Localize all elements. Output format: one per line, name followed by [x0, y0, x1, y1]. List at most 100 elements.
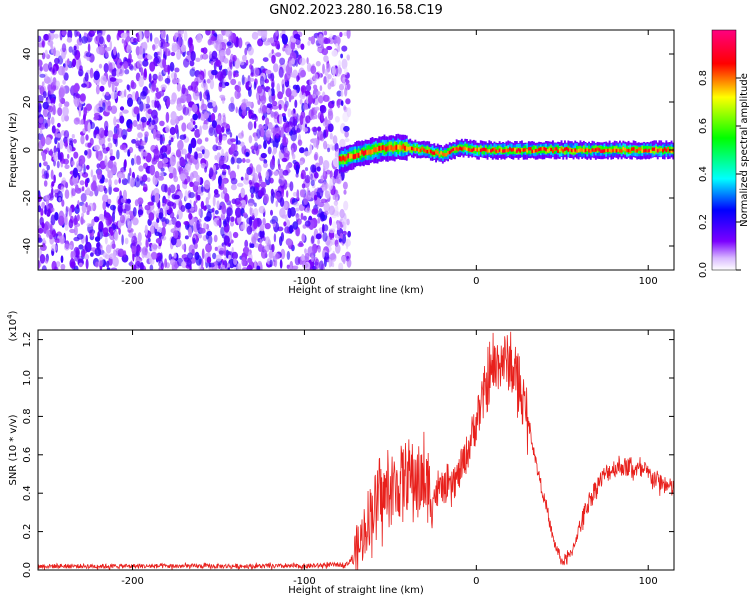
heatmap-speckle [254, 243, 260, 248]
heatmap-speckle [197, 152, 203, 159]
heatmap-speckle [206, 211, 212, 222]
x-tick-label: 100 [639, 276, 658, 287]
heatmap-ridge-cell [402, 143, 405, 149]
heatmap-speckle [259, 76, 265, 87]
heatmap-speckle [213, 234, 218, 243]
heatmap-speckle [222, 244, 227, 251]
heatmap-ridge-cell [576, 149, 578, 153]
heatmap-speckle [346, 107, 352, 118]
heatmap-speckle [142, 59, 149, 67]
heatmap-speckle [98, 63, 103, 69]
heatmap-speckle [142, 174, 148, 183]
heatmap-speckle [322, 160, 330, 170]
heatmap-speckle [134, 199, 139, 207]
heatmap-speckle [177, 140, 184, 151]
heatmap-speckle [196, 219, 200, 231]
heatmap-speckle [253, 208, 259, 217]
heatmap-speckle [332, 135, 338, 145]
heatmap-speckle [249, 64, 253, 70]
heatmap-speckle [182, 106, 190, 116]
heatmap-speckle [285, 238, 293, 246]
heatmap-speckle [56, 190, 63, 202]
heatmap-speckle [259, 224, 265, 232]
heatmap-speckle [252, 172, 259, 183]
heatmap-speckle [194, 124, 198, 129]
heatmap-speckle [344, 238, 351, 247]
heatmap-speckle [107, 170, 114, 179]
heatmap-speckle [334, 36, 341, 47]
heatmap-speckle [299, 91, 306, 100]
heatmap-speckle [188, 244, 195, 254]
heatmap-speckle [273, 63, 279, 73]
heatmap-speckle [81, 36, 88, 44]
heatmap-ridge-cell [589, 149, 592, 153]
heatmap-speckle [249, 163, 254, 174]
heatmap-ridge-cell [400, 145, 403, 151]
heatmap-speckle [130, 80, 135, 88]
heatmap-speckle [127, 97, 133, 107]
heatmap-speckle [170, 111, 177, 121]
heatmap-speckle [64, 243, 70, 251]
heatmap-speckle [319, 85, 323, 92]
heatmap-speckle [258, 205, 266, 214]
heatmap-speckle [47, 111, 51, 120]
heatmap-ridge-cell [386, 145, 389, 151]
heatmap-speckle [151, 119, 156, 126]
heatmap-ridge-cell [552, 149, 554, 154]
heatmap-ridge-cell [553, 147, 556, 151]
heatmap-ridge-cell [662, 149, 664, 153]
heatmap-speckle [203, 111, 210, 120]
heatmap-speckle [176, 78, 181, 84]
heatmap-speckle [79, 93, 86, 102]
heatmap-ridge-cell [380, 146, 382, 151]
heatmap-ridge-cell [361, 149, 364, 155]
heatmap-speckle [299, 99, 303, 105]
heatmap-ridge-cell [345, 155, 348, 161]
heatmap-speckle [248, 135, 253, 144]
heatmap-speckle [174, 124, 179, 135]
heatmap-ridge-cell [538, 147, 541, 152]
heatmap-ridge-cell [505, 148, 508, 153]
heatmap-speckle [322, 223, 325, 234]
heatmap-speckle [164, 218, 170, 225]
heatmap-speckle [45, 194, 50, 200]
heatmap-ridge-cell [577, 148, 580, 153]
heatmap-speckle [331, 65, 336, 76]
heatmap-speckle [54, 189, 57, 194]
heatmap-speckle [96, 184, 101, 192]
heatmap-speckle [246, 225, 253, 235]
x-tick-label: 100 [639, 576, 658, 587]
heatmap-speckle [139, 91, 147, 100]
heatmap-speckle [50, 76, 53, 85]
heatmap-speckle [141, 45, 146, 54]
heatmap-speckle [254, 260, 257, 270]
heatmap-speckle [338, 238, 342, 243]
heatmap-speckle [96, 242, 100, 249]
heatmap-speckle [147, 201, 154, 206]
heatmap-speckle [314, 114, 318, 120]
heatmap-speckle [183, 221, 190, 226]
heatmap-ridge-cell [605, 148, 608, 153]
heatmap-speckle [102, 147, 109, 154]
heatmap-speckle [48, 61, 53, 71]
heatmap-speckle [292, 221, 299, 230]
heatmap-ridge-cell [369, 149, 372, 155]
heatmap-speckle [170, 258, 176, 266]
heatmap-speckle [110, 267, 118, 270]
heatmap-speckle [180, 205, 186, 212]
heatmap-speckle [255, 164, 262, 174]
heatmap-speckle [237, 81, 241, 86]
heatmap-speckle [265, 170, 269, 181]
heatmap-speckle [86, 222, 93, 227]
snr-x-ticks: -200 -100 0 100 [121, 330, 658, 587]
heatmap-speckle [242, 267, 248, 270]
heatmap-ridge-cell [428, 148, 431, 153]
heatmap-speckle [298, 241, 303, 247]
heatmap-speckle [38, 259, 41, 270]
heatmap-ridge-cell [603, 149, 606, 153]
heatmap-ridge-cell [582, 145, 585, 152]
heatmap-speckle [109, 148, 113, 153]
heatmap-speckle [209, 262, 215, 268]
heatmap-speckle [323, 210, 329, 216]
heatmap-speckle [73, 117, 80, 125]
